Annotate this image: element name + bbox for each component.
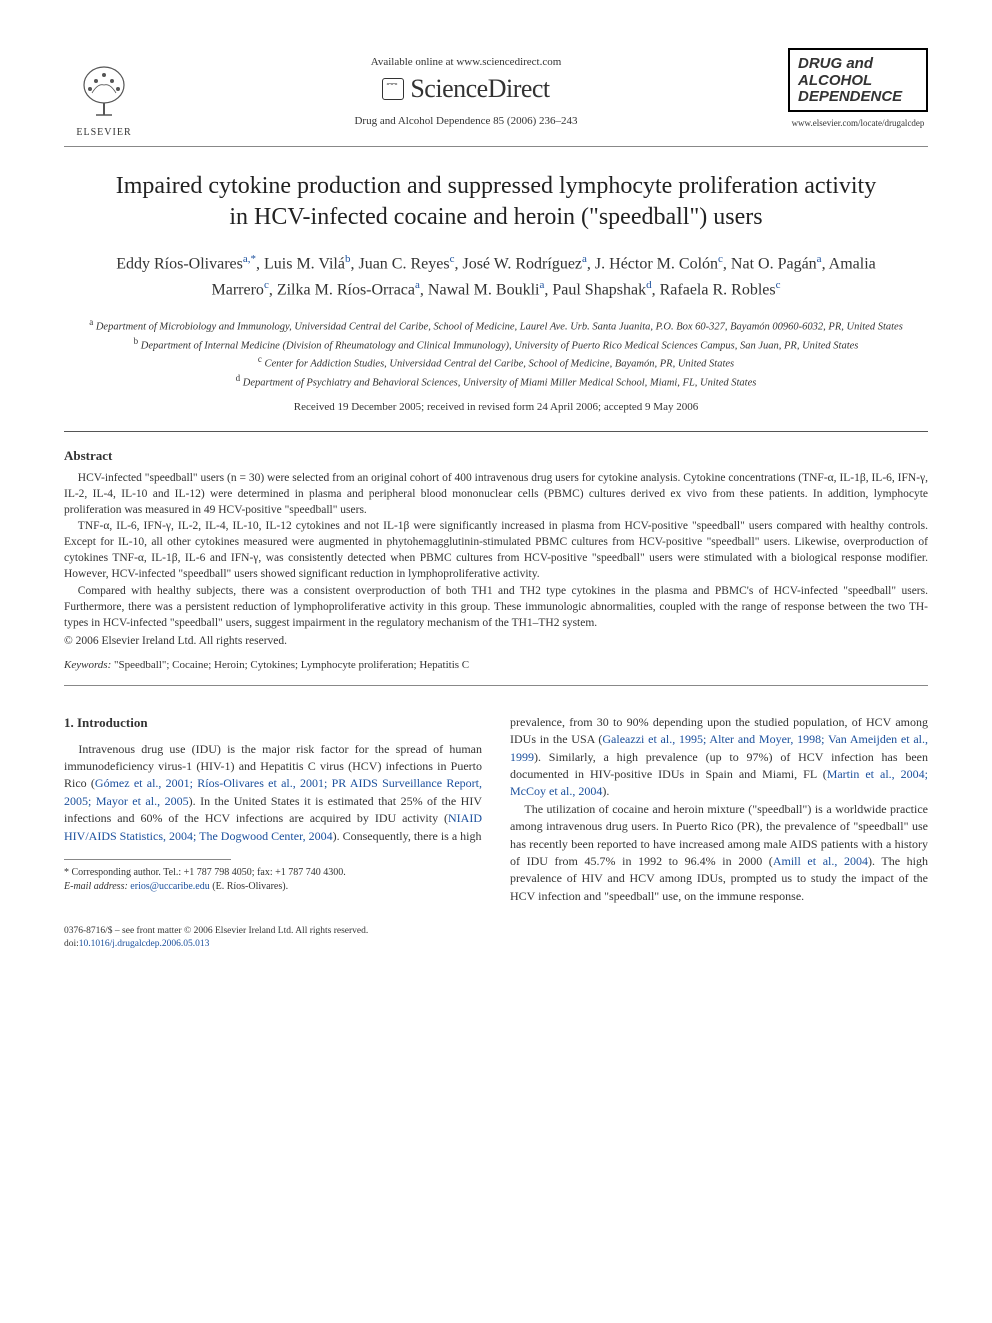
email-owner: (E. Ríos-Olivares). [212, 881, 288, 892]
affiliation-c: c Center for Addiction Studies, Universi… [84, 353, 908, 372]
doi-line: doi:10.1016/j.drugalcdep.2006.05.013 [64, 938, 928, 951]
sciencedirect-text: ScienceDirect [410, 74, 549, 104]
available-online-text: Available online at www.sciencedirect.co… [144, 56, 788, 68]
abstract-copyright: © 2006 Elsevier Ireland Ltd. All rights … [64, 635, 928, 647]
article-dates: Received 19 December 2005; received in r… [64, 401, 928, 413]
publisher-name: ELSEVIER [76, 127, 131, 138]
journal-box-line3: DEPENDENCE [798, 89, 918, 106]
header-rule [64, 146, 928, 147]
corresponding-author-footnote: * Corresponding author. Tel.: +1 787 798… [64, 866, 482, 894]
footer: 0376-8716/$ – see front matter © 2006 El… [64, 925, 928, 952]
left-column: 1. Introduction Intravenous drug use (ID… [64, 714, 482, 905]
affiliation-a: a Department of Microbiology and Immunol… [84, 316, 908, 335]
journal-url: www.elsevier.com/locate/drugalcdep [788, 118, 928, 128]
abstract-p1: HCV-infected "speedball" users (n = 30) … [64, 470, 928, 518]
abstract-heading: Abstract [64, 448, 928, 464]
sciencedirect-logo: ScienceDirect [382, 74, 549, 104]
front-matter-line: 0376-8716/$ – see front matter © 2006 El… [64, 925, 928, 938]
affiliation-d: d Department of Psychiatry and Behaviora… [84, 372, 908, 391]
body-columns: 1. Introduction Intravenous drug use (ID… [64, 714, 928, 905]
title-rule [64, 431, 928, 432]
author-list: Eddy Ríos-Olivaresa,*, Luis M. Viláb, Ju… [94, 251, 898, 302]
doi-label: doi: [64, 939, 79, 949]
journal-brand-box: DRUG and ALCOHOL DEPENDENCE www.elsevier… [788, 48, 928, 128]
email-label: E-mail address: [64, 881, 128, 892]
intro-p1-cont: prevalence, from 30 to 90% depending upo… [510, 714, 928, 801]
abstract-body: HCV-infected "speedball" users (n = 30) … [64, 470, 928, 631]
doi-value[interactable]: 10.1016/j.drugalcdep.2006.05.013 [79, 939, 210, 949]
section-1-heading: 1. Introduction [64, 714, 482, 733]
page-header: ELSEVIER Available online at www.science… [64, 48, 928, 138]
citation-line: Drug and Alcohol Dependence 85 (2006) 23… [144, 115, 788, 127]
affiliations: a Department of Microbiology and Immunol… [84, 316, 908, 391]
affiliation-b: b Department of Internal Medicine (Divis… [84, 335, 908, 354]
keywords-text: "Speedball"; Cocaine; Heroin; Cytokines;… [111, 659, 469, 671]
abstract-p3: Compared with healthy subjects, there wa… [64, 583, 928, 631]
footnote-tel-fax: * Corresponding author. Tel.: +1 787 798… [64, 866, 482, 880]
footnote-email-line: E-mail address: erios@uccaribe.edu (E. R… [64, 880, 482, 894]
abstract-p2: TNF-α, IL-6, IFN-γ, IL-2, IL-4, IL-10, I… [64, 518, 928, 582]
intro-p2: The utilization of cocaine and heroin mi… [510, 801, 928, 905]
intro-p1: Intravenous drug use (IDU) is the major … [64, 741, 482, 845]
elsevier-tree-icon [74, 63, 134, 123]
article-title: Impaired cytokine production and suppres… [104, 171, 888, 233]
corresponding-email[interactable]: erios@uccaribe.edu [130, 881, 209, 892]
sciencedirect-icon [382, 78, 404, 100]
right-column: prevalence, from 30 to 90% depending upo… [510, 714, 928, 905]
journal-box-line1: DRUG and [798, 56, 918, 73]
journal-box-line2: ALCOHOL [798, 73, 918, 90]
keywords-line: Keywords: "Speedball"; Cocaine; Heroin; … [64, 659, 928, 671]
footnote-separator [64, 859, 231, 860]
publisher-logo: ELSEVIER [64, 48, 144, 138]
keywords-label: Keywords: [64, 659, 111, 671]
abstract-rule [64, 685, 928, 686]
center-header: Available online at www.sciencedirect.co… [144, 48, 788, 127]
